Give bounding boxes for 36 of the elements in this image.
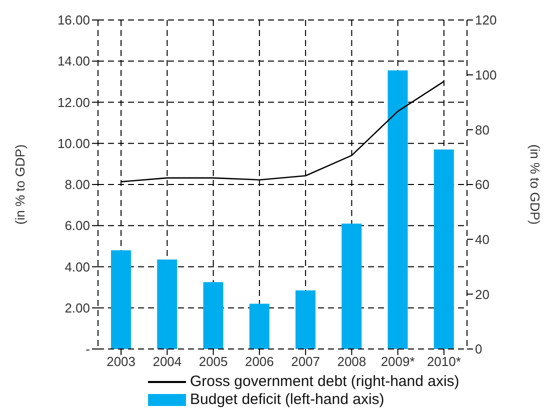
legend-label: Gross government debt (right-hand axis): [190, 373, 460, 391]
y-tick-label: 12.00: [57, 94, 90, 110]
y-tick-label: 4.00: [64, 259, 90, 274]
y2-axis-title: (in % to GDP): [527, 144, 542, 225]
bar: [434, 150, 454, 349]
bar: [249, 304, 270, 349]
y2-tick-label: 40: [475, 232, 490, 247]
y-tick-label: -: [86, 342, 90, 357]
y-tick-label: 14.00: [57, 54, 90, 69]
bar: [111, 250, 131, 349]
x-tick-label: 2003: [106, 354, 136, 370]
x-tick-label: 2010*: [426, 354, 461, 370]
y2-tick-label: 120: [475, 12, 497, 28]
y-tick-label: 2.00: [64, 300, 90, 316]
x-tick-label: 2007: [291, 354, 320, 370]
y-axis-title: (in % to GDP): [12, 144, 28, 225]
bar: [296, 290, 316, 349]
y2-tick-label: 100: [475, 67, 497, 82]
bar: [203, 282, 224, 349]
x-tick-label: 2009*: [380, 354, 415, 370]
y2-tick-label: 60: [475, 177, 490, 192]
x-tick-label: 2008: [337, 354, 366, 370]
y-tick-label: 16.00: [57, 12, 90, 28]
y2-tick-label: 20: [475, 286, 490, 302]
bar: [342, 224, 362, 349]
y2-tick-label: 0: [475, 342, 482, 357]
x-tick-label: 2006: [244, 354, 274, 370]
legend-label: Budget deficit (left-hand axis): [190, 391, 384, 409]
y-tick-label: 8.00: [64, 177, 90, 192]
x-tick-label: 2005: [198, 354, 228, 370]
bar: [157, 260, 178, 349]
y-tick-label: 6.00: [64, 218, 90, 234]
y2-tick-label: 80: [475, 122, 490, 138]
bar: [388, 70, 408, 349]
x-tick-label: 2004: [152, 354, 182, 370]
y-tick-label: 10.00: [57, 136, 90, 151]
